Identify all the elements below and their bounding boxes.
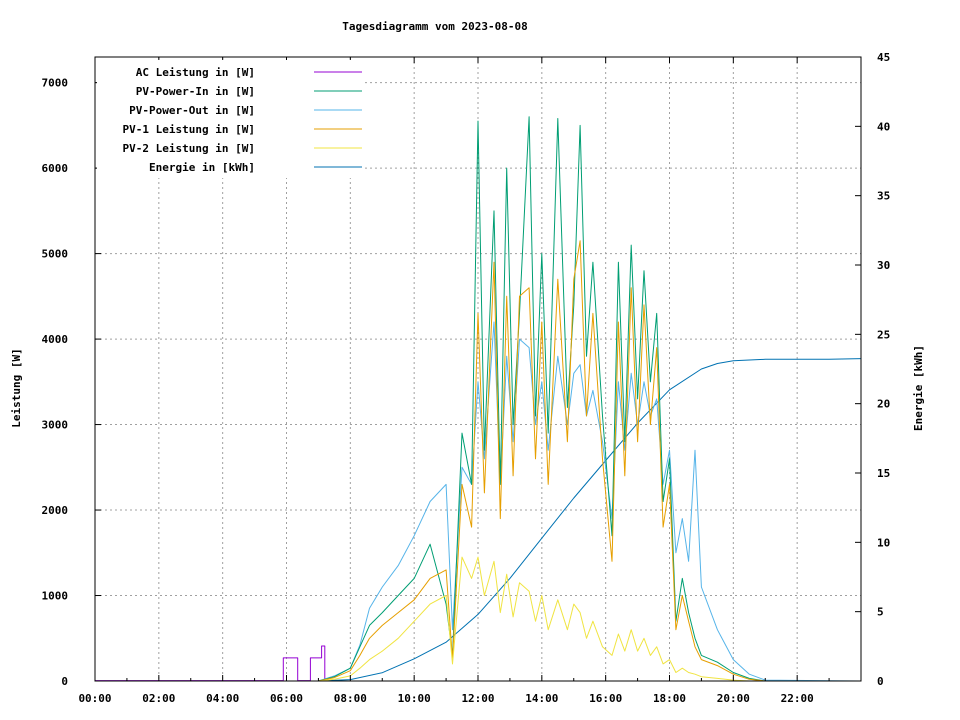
x-tick-label: 10:00: [398, 692, 431, 705]
y-tick-label: 3000: [42, 419, 69, 432]
y2-tick-label: 25: [877, 328, 890, 341]
y-tick-label: 7000: [42, 77, 69, 90]
y2-tick-label: 15: [877, 467, 890, 480]
y2-tick-label: 0: [877, 675, 884, 688]
y2-tick-label: 30: [877, 259, 890, 272]
series-line-energie-in: [95, 358, 862, 682]
y2-tick-label: 10: [877, 536, 890, 549]
x-tick-label: 00:00: [78, 692, 111, 705]
x-tick-label: 22:00: [781, 692, 814, 705]
chart-title: Tagesdiagramm vom 2023-08-08: [342, 20, 527, 33]
grid: [95, 57, 861, 681]
series-line-pv-power-out-in: [95, 321, 862, 682]
series-lines: [95, 116, 862, 682]
series-line-ac-leistung-in: [95, 645, 861, 682]
x-tick-label: 18:00: [653, 692, 686, 705]
series-line-pv-2-leistung-in: [95, 556, 861, 682]
series-line-pv-1-leistung-in: [95, 240, 861, 682]
x-tick-label: 08:00: [334, 692, 367, 705]
legend-label: Energie in [kWh]: [149, 161, 255, 174]
legend-label: PV-1 Leistung in [W]: [123, 123, 255, 136]
y-tick-label: 0: [61, 675, 68, 688]
legend-label: AC Leistung in [W]: [136, 66, 255, 79]
y2-tick-label: 5: [877, 606, 884, 619]
y2-tick-label: 40: [877, 120, 890, 133]
x-tick-label: 20:00: [717, 692, 750, 705]
axis-ticks: 00:00 02:00 04:00 06:00 08:00 10:00 12:00 14:00…: [42, 51, 891, 705]
y-tick-label: 5000: [42, 248, 69, 261]
y2-axis-label: Energie [kWh]: [912, 345, 925, 431]
y-tick-label: 1000: [42, 590, 69, 603]
x-tick-label: 14:00: [525, 692, 558, 705]
y2-tick-label: 35: [877, 190, 890, 203]
x-tick-label: 06:00: [270, 692, 303, 705]
y-tick-label: 6000: [42, 162, 69, 175]
legend: AC Leistung in [W] PV-Power-In in [W] PV-P…: [97, 60, 365, 178]
y2-tick-label: 20: [877, 398, 890, 411]
x-tick-label: 12:00: [461, 692, 494, 705]
y-tick-label: 2000: [42, 504, 69, 517]
x-tick-label: 16:00: [589, 692, 622, 705]
y-axis-label: Leistung [W]: [10, 348, 23, 427]
x-tick-label: 04:00: [206, 692, 239, 705]
x-tick-label: 02:00: [142, 692, 175, 705]
legend-label: PV-2 Leistung in [W]: [123, 142, 255, 155]
y2-tick-label: 45: [877, 51, 890, 64]
legend-background: [97, 60, 365, 178]
legend-label: PV-Power-Out in [W]: [129, 104, 255, 117]
series-line-pv-power-in-in: [95, 116, 861, 682]
legend-label: PV-Power-In in [W]: [136, 85, 255, 98]
y-tick-label: 4000: [42, 333, 69, 346]
